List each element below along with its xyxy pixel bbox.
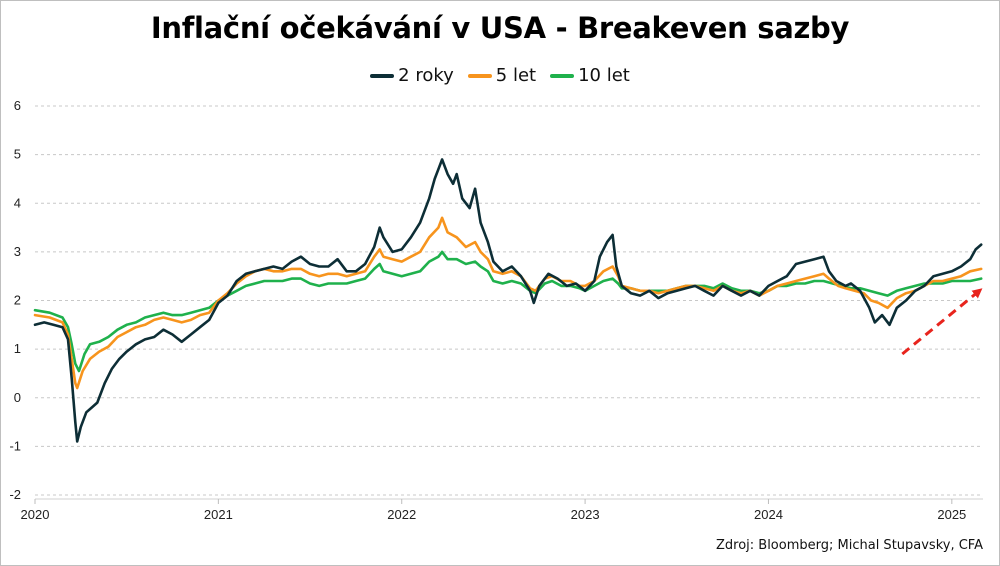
y-tick-label: -2 bbox=[9, 487, 21, 502]
legend-item-10-let: 10 let bbox=[550, 65, 630, 86]
series-lines bbox=[33, 158, 983, 443]
annotations bbox=[901, 288, 983, 356]
legend-swatch-10-let bbox=[550, 73, 575, 78]
x-tick-label: 2022 bbox=[387, 507, 416, 522]
x-tick-label: 2025 bbox=[937, 507, 966, 522]
series-line-10-let bbox=[33, 250, 983, 373]
gridlines bbox=[35, 105, 983, 496]
legend-label-2-roky: 2 roky bbox=[398, 65, 454, 86]
legend-item-2-roky: 2 roky bbox=[370, 65, 454, 86]
legend-swatch-2-roky bbox=[370, 73, 395, 78]
y-tick-label: 4 bbox=[14, 195, 21, 210]
x-axis-ticks: 2020 2021 2022 2023 2024 2025 bbox=[21, 498, 983, 522]
x-tick-label: 2021 bbox=[204, 507, 233, 522]
y-tick-label: 1 bbox=[14, 341, 21, 356]
x-tick-label: 2023 bbox=[571, 507, 600, 522]
series-line-2-roky bbox=[33, 158, 983, 443]
x-tick-label: 2020 bbox=[21, 507, 50, 522]
legend-swatch-5-let bbox=[467, 73, 492, 78]
x-tick-label: 2024 bbox=[754, 507, 783, 522]
series-line-5-let bbox=[33, 216, 983, 390]
trend-arrow bbox=[901, 288, 983, 356]
chart-title: Inflační očekávání v USA - Breakeven saz… bbox=[150, 11, 850, 45]
y-tick-label: -1 bbox=[9, 438, 21, 453]
y-tick-label: 5 bbox=[14, 147, 21, 162]
y-tick-label: 0 bbox=[14, 390, 21, 405]
y-tick-label: 2 bbox=[14, 293, 21, 308]
legend-item-5-let: 5 let bbox=[467, 65, 537, 86]
legend-label-5-let: 5 let bbox=[495, 65, 537, 86]
source-note: Zdroj: Bloomberg; Michal Stupavsky, CFA bbox=[715, 538, 983, 553]
y-tick-label: 3 bbox=[14, 244, 21, 259]
legend-label-10-let: 10 let bbox=[578, 65, 630, 86]
y-axis-ticks: -2 -1 0 1 2 3 4 5 6 bbox=[9, 98, 21, 502]
y-tick-label: 6 bbox=[14, 98, 21, 113]
chart-legend: 2 roky 5 let 10 let bbox=[1, 65, 999, 86]
